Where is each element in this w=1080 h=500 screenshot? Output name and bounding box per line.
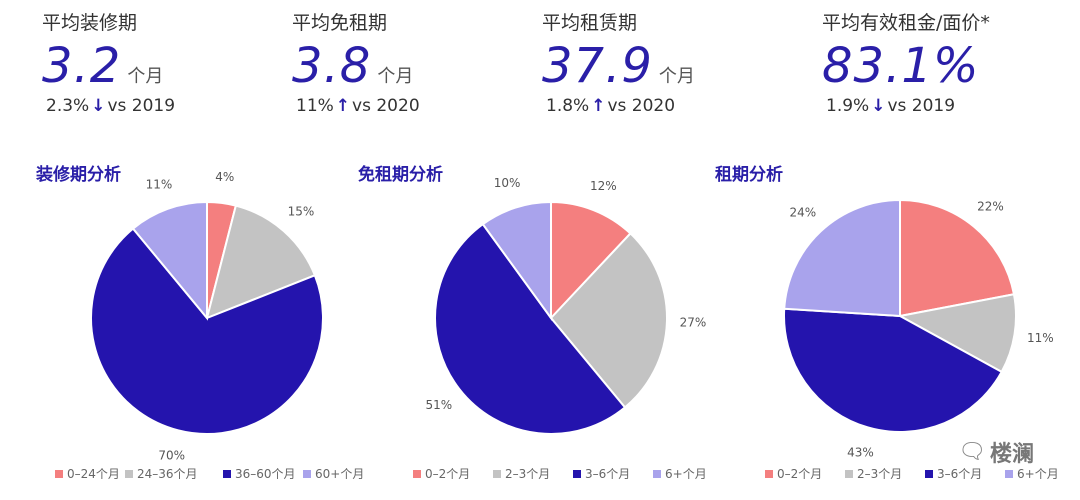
legend-label: 0–24个月 [67, 467, 120, 481]
slice-label: 10% [494, 176, 521, 190]
slice-label: 22% [977, 200, 1004, 214]
change-ref: vs 2019 [887, 96, 956, 116]
kpi-title: 平均免租期 [292, 12, 388, 34]
legend-swatch [1005, 470, 1013, 478]
legend-label: 0–2个月 [425, 467, 470, 481]
kpi-unit: 个月 [377, 66, 414, 87]
change-value: 1.8% [546, 96, 590, 116]
legend-swatch [125, 470, 133, 478]
legend-swatch [765, 470, 773, 478]
kpi-unit: 个月 [127, 66, 164, 87]
pie-slice [899, 198, 1016, 318]
pie-slice [434, 222, 627, 435]
legend-label: 2–3个月 [857, 467, 902, 481]
chart-title-lease-term: 租期分析 [715, 165, 783, 185]
pie-slice [783, 198, 901, 318]
kpi-change: 11% ↑ vs 2020 [296, 96, 420, 116]
arrow-up-icon: ↑ [591, 96, 606, 116]
legend-swatch [845, 470, 853, 478]
kpi-value: 3.8 [292, 38, 372, 94]
arrow-down-icon: ↓ [871, 96, 886, 116]
legend-swatch [653, 470, 661, 478]
change-ref: vs 2020 [607, 96, 676, 116]
kpi-value: 3.2 [42, 38, 122, 94]
legend-swatch [413, 470, 421, 478]
slice-label: 24% [789, 206, 816, 220]
arrow-down-icon: ↓ [91, 96, 106, 116]
slice-label: 4% [215, 170, 234, 184]
legend-label: 6+个月 [1017, 467, 1059, 481]
legend-swatch [573, 470, 581, 478]
kpi-value: 37.9 [542, 38, 653, 94]
change-value: 2.3% [46, 96, 90, 116]
kpi-change: 1.9% ↓ vs 2019 [826, 96, 955, 116]
pie-slice [205, 204, 317, 320]
legend-swatch [493, 470, 501, 478]
legend-label: 3–6个月 [937, 467, 982, 481]
kpi-change: 1.8% ↑ vs 2020 [546, 96, 675, 116]
pie-slice [131, 200, 208, 321]
pie-slice [783, 307, 1004, 433]
pie-slice [897, 293, 1017, 374]
slice-label: 70% [158, 449, 185, 463]
chart-title-renovation: 装修期分析 [36, 165, 121, 185]
kpi-value: 83.1% [822, 38, 980, 94]
watermark: 🗨 楼澜 [958, 436, 1034, 468]
legend-label: 36–60个月 [235, 467, 296, 481]
slice-label: 43% [847, 445, 874, 459]
slice-label: 27% [680, 316, 707, 330]
change-value: 1.9% [826, 96, 870, 116]
slice-label: 51% [425, 398, 452, 412]
slice-label: 15% [288, 205, 315, 219]
legend-swatch [223, 470, 231, 478]
chart-title-rent-free: 免租期分析 [358, 165, 443, 185]
slice-label: 11% [146, 177, 173, 191]
kpi-change: 2.3% ↓ vs 2019 [46, 96, 175, 116]
pie-slice [481, 200, 552, 322]
pie-slice [549, 232, 668, 409]
legend-swatch [55, 470, 63, 478]
kpi-title: 平均有效租金/面价* [822, 12, 990, 34]
change-ref: vs 2019 [107, 96, 176, 116]
pie-slice [90, 227, 324, 435]
kpi-title: 平均装修期 [42, 12, 138, 34]
legend-label: 24–36个月 [137, 467, 198, 481]
kpi-unit: 个月 [658, 66, 695, 87]
slice-label: 12% [590, 179, 617, 193]
change-value: 11% [296, 96, 334, 116]
pie-slice [550, 200, 632, 321]
legend-label: 0–2个月 [777, 467, 822, 481]
legend-label: 3–6个月 [585, 467, 630, 481]
legend-label: 60+个月 [315, 467, 364, 481]
arrow-up-icon: ↑ [335, 96, 351, 116]
legend-swatch [303, 470, 311, 478]
change-ref: vs 2020 [352, 96, 420, 116]
legend-label: 2–3个月 [505, 467, 550, 481]
watermark-text: 楼澜 [989, 442, 1034, 467]
slice-label: 11% [1027, 331, 1054, 345]
legend-label: 6+个月 [665, 467, 707, 481]
wechat-icon: 🗨 [958, 439, 986, 465]
legend-swatch [925, 470, 933, 478]
kpi-title: 平均租赁期 [542, 12, 638, 34]
